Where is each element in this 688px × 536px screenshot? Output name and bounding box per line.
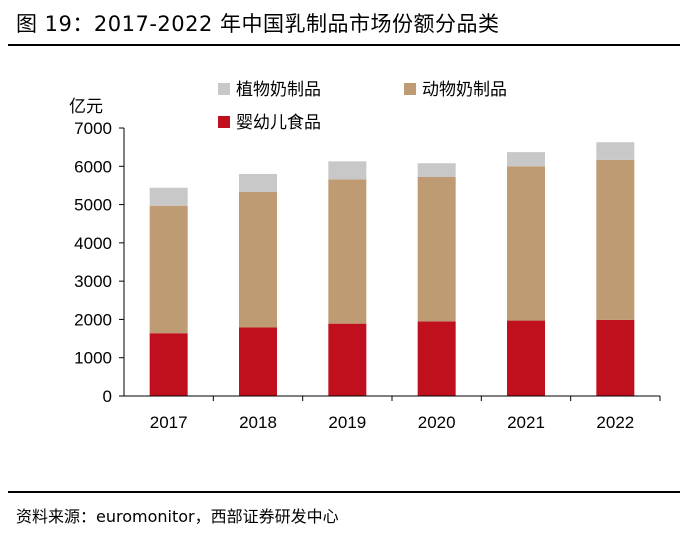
- source-note: 资料来源：euromonitor，西部证券研发中心: [16, 507, 339, 526]
- x-tick-label: 2021: [507, 413, 545, 432]
- legend-label: 婴幼儿食品: [236, 113, 321, 133]
- bar-segment: [149, 187, 188, 206]
- y-unit-label: 亿元: [69, 97, 103, 117]
- bar-segment: [507, 166, 545, 321]
- axis-layer: 2017 2018 2019 2020 2021 2022 0 1000 2000 3000 400…: [74, 119, 661, 432]
- x-tick-label: 2019: [328, 413, 366, 432]
- bar-segment: [149, 333, 188, 396]
- y-tick-label: 0: [103, 387, 112, 406]
- y-tick-label: 4000: [74, 234, 112, 253]
- source-rule: [8, 491, 680, 493]
- legend-layer: 婴幼儿食品 动物奶制品 植物奶制品: [218, 80, 507, 133]
- y-tick-label: 1000: [74, 349, 112, 368]
- legend-label: 植物奶制品: [236, 80, 321, 100]
- bar-segment: [417, 163, 456, 178]
- bar-segment: [239, 327, 277, 396]
- x-tick-label: 2020: [418, 413, 456, 432]
- bar-segment: [417, 321, 456, 396]
- legend-swatch: [404, 83, 416, 95]
- legend-swatch: [218, 116, 230, 128]
- bar-segment: [239, 191, 277, 328]
- bar-segment: [239, 173, 277, 192]
- bar-segment: [507, 320, 545, 396]
- bar-segment: [149, 205, 188, 334]
- bar-segment: [596, 159, 635, 320]
- bars-layer: [149, 142, 635, 396]
- x-tick-label: 2017: [150, 413, 188, 432]
- x-tick-label: 2022: [596, 413, 634, 432]
- y-tick-label: 6000: [74, 157, 112, 176]
- bar-segment: [596, 142, 635, 160]
- legend-swatch: [218, 83, 230, 95]
- legend-label: 动物奶制品: [422, 80, 507, 100]
- y-tick-label: 7000: [74, 119, 112, 138]
- bar-segment: [328, 179, 367, 324]
- bar-segment: [507, 152, 545, 167]
- y-tick-label: 3000: [74, 272, 112, 291]
- figure-title: 图 19：2017-2022 年中国乳制品市场份额分品类: [16, 12, 500, 36]
- y-tick-label: 5000: [74, 196, 112, 215]
- bar-segment: [328, 161, 367, 180]
- bar-segment: [596, 319, 635, 396]
- y-tick-label: 2000: [74, 310, 112, 329]
- title-rule: [8, 44, 680, 46]
- bar-segment: [417, 177, 456, 322]
- bar-segment: [328, 323, 367, 396]
- x-tick-label: 2018: [239, 413, 277, 432]
